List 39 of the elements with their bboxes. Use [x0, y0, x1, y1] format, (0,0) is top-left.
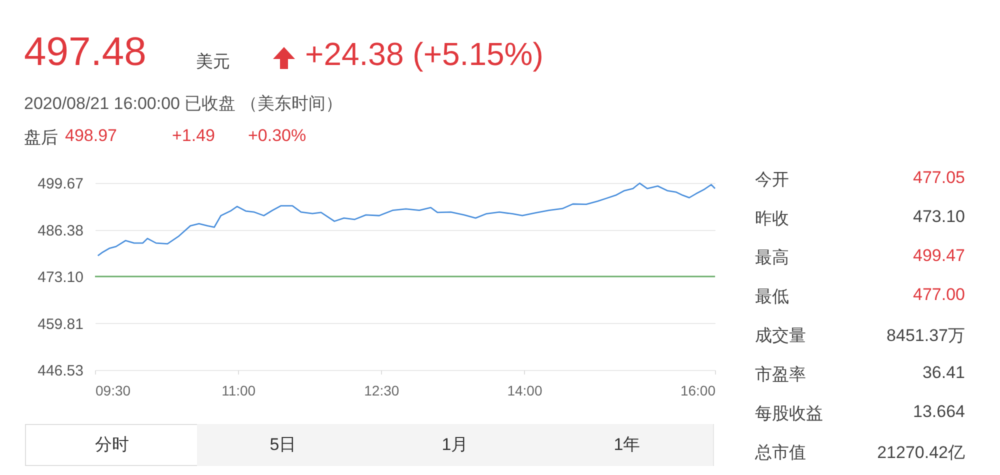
text: 498.97 — [65, 126, 117, 146]
text: 36.41 — [922, 363, 965, 383]
x-tick-label: 11:00 — [222, 382, 256, 398]
y-tick-label: 473.10 — [38, 269, 84, 286]
x-tick-label: 16:00 — [680, 382, 716, 398]
text: 每股收益 — [755, 403, 823, 425]
text: 盘后 — [24, 127, 58, 149]
line-series — [97, 182, 716, 256]
text: 最高 — [755, 247, 789, 269]
text: 成交量 — [755, 325, 806, 347]
x-tick-label: 09:30 — [96, 382, 131, 398]
chart-title: 497.48 — [24, 30, 146, 75]
chart-subtitle: 2020/08/21 16:00:00 已收盘 （美东时间） — [24, 93, 342, 115]
text: 8451.37万 — [886, 325, 965, 347]
y-tick-label: 499.67 — [38, 176, 84, 192]
x-tick-label: 12:30 — [364, 382, 400, 398]
text: 美元 — [196, 51, 230, 73]
text: 最低 — [755, 286, 789, 308]
text: 市盈率 — [755, 364, 806, 386]
y-tick-label: 486.38 — [38, 222, 84, 240]
x-tick-label: 14:00 — [507, 382, 542, 398]
text: 13.664 — [913, 402, 965, 422]
text: +24.38 (+5.15%) — [305, 36, 544, 73]
text: 分时 — [25, 424, 199, 466]
text: 总市值 — [755, 442, 806, 464]
text: 昨收 — [755, 208, 789, 230]
text: 499.47 — [913, 246, 965, 266]
text: 21270.42亿 — [877, 442, 965, 464]
text: +1.49 — [172, 126, 216, 146]
y-tick-label: 459.81 — [38, 316, 84, 333]
text: 473.10 — [913, 207, 965, 227]
text: +0.30% — [248, 126, 306, 146]
text: 今开 — [755, 169, 789, 191]
text: 1年 — [541, 424, 714, 466]
text: 5日 — [197, 424, 370, 466]
text: 477.05 — [913, 168, 965, 188]
text: 477.00 — [913, 285, 965, 305]
text: 1月 — [369, 424, 542, 466]
y-tick-label: 446.53 — [38, 362, 84, 380]
